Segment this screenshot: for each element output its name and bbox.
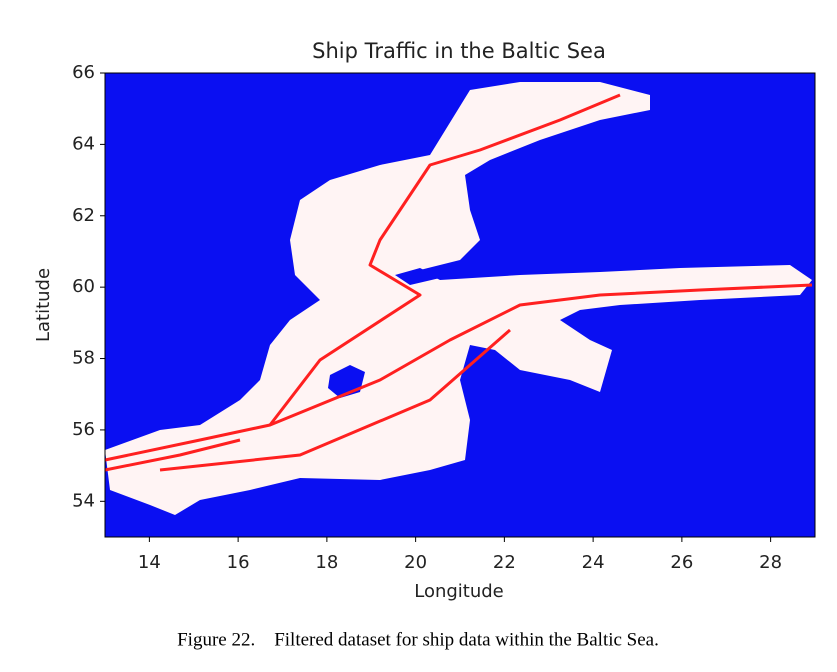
shipping-route	[104, 283, 813, 462]
x-tick-label: 22	[493, 552, 516, 573]
y-tick-label: 62	[72, 205, 95, 226]
plot-frame	[104, 72, 816, 538]
y-tick-label: 58	[72, 348, 95, 369]
plot-area	[104, 72, 816, 538]
x-tick-label: 28	[759, 552, 782, 573]
x-tick-label: 24	[582, 552, 605, 573]
x-tick-label: 14	[138, 552, 161, 573]
shipping-route	[268, 93, 621, 426]
island	[395, 268, 440, 285]
chart-title: Ship Traffic in the Baltic Sea	[312, 39, 606, 63]
y-tick-label: 66	[72, 62, 95, 83]
x-tick-label: 18	[315, 552, 338, 573]
y-tick-label: 54	[72, 490, 95, 511]
y-axis-label: Latitude	[33, 268, 54, 342]
x-axis-label: Longitude	[414, 581, 504, 602]
x-tick-label: 20	[404, 552, 427, 573]
y-tick-label: 64	[72, 133, 95, 154]
shipping-route	[104, 438, 241, 472]
y-tick-label: 56	[72, 419, 95, 440]
y-tick-label: 60	[72, 276, 95, 297]
shipping-route	[159, 328, 511, 472]
traffic-area	[105, 82, 812, 515]
caption: Figure 22. Filtered dataset for ship dat…	[177, 629, 659, 650]
x-tick-label: 26	[670, 552, 693, 573]
x-tick-label: 16	[227, 552, 250, 573]
